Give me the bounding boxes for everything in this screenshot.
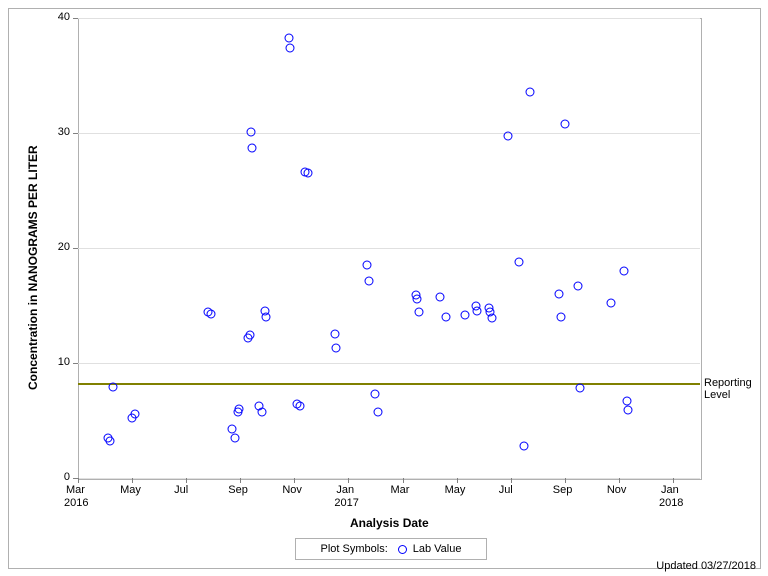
- x-tick: [186, 478, 187, 483]
- footnote: Updated 03/27/2018: [656, 560, 756, 572]
- x-tick-label-year: 2016: [64, 497, 88, 509]
- data-point: [234, 405, 243, 414]
- y-tick-label: 0: [64, 471, 70, 483]
- data-point: [487, 314, 496, 323]
- x-tick-label-year: 2018: [659, 497, 683, 509]
- y-tick-label: 10: [58, 356, 70, 368]
- data-point: [248, 143, 257, 152]
- data-point: [247, 127, 256, 136]
- x-tick-label: Sep: [553, 484, 573, 496]
- x-tick: [565, 478, 566, 483]
- data-point: [624, 406, 633, 415]
- legend-item-label: Lab Value: [413, 543, 462, 555]
- x-tick-label: Mar: [66, 484, 85, 496]
- x-tick: [457, 478, 458, 483]
- data-point: [295, 401, 304, 410]
- y-tick: [73, 133, 78, 134]
- x-tick-label-year: 2017: [334, 497, 358, 509]
- x-tick: [403, 478, 404, 483]
- gridline-h: [78, 478, 700, 479]
- data-point: [330, 330, 339, 339]
- data-point: [286, 43, 295, 52]
- data-point: [106, 437, 115, 446]
- data-point: [371, 390, 380, 399]
- data-point: [575, 384, 584, 393]
- x-tick-label: Jan: [336, 484, 354, 496]
- data-point: [525, 87, 534, 96]
- data-point: [230, 433, 239, 442]
- data-point: [555, 290, 564, 299]
- gridline-h: [78, 133, 700, 134]
- data-point: [460, 310, 469, 319]
- y-axis-title: Concentration in NANOGRAMS PER LITER: [26, 145, 40, 390]
- data-point: [363, 261, 372, 270]
- x-tick-label: Mar: [391, 484, 410, 496]
- chart-container: 010203040Mar2016MayJulSepNovJan2017MarMa…: [0, 0, 768, 576]
- y-tick: [73, 18, 78, 19]
- y-tick: [73, 248, 78, 249]
- data-point: [364, 277, 373, 286]
- data-point: [414, 308, 423, 317]
- x-tick: [673, 478, 674, 483]
- y-tick-label: 30: [58, 126, 70, 138]
- gridline-h: [78, 248, 700, 249]
- legend-marker-icon: [398, 545, 407, 554]
- data-point: [574, 281, 583, 290]
- data-point: [606, 299, 615, 308]
- data-point: [556, 313, 565, 322]
- y-tick-label: 40: [58, 11, 70, 23]
- data-point: [332, 344, 341, 353]
- legend-title: Plot Symbols:: [321, 543, 388, 555]
- x-tick: [511, 478, 512, 483]
- x-tick-label: May: [445, 484, 466, 496]
- data-point: [130, 409, 139, 418]
- data-point: [374, 408, 383, 417]
- x-tick: [132, 478, 133, 483]
- data-point: [514, 257, 523, 266]
- y-tick-label: 20: [58, 241, 70, 253]
- data-point: [228, 424, 237, 433]
- data-point: [257, 408, 266, 417]
- data-point: [303, 169, 312, 178]
- data-point: [622, 396, 631, 405]
- data-point: [436, 293, 445, 302]
- data-point: [245, 331, 254, 340]
- data-point: [620, 267, 629, 276]
- gridline-h: [78, 363, 700, 364]
- x-tick-label: Sep: [228, 484, 248, 496]
- x-tick: [294, 478, 295, 483]
- x-axis-title: Analysis Date: [350, 516, 429, 530]
- reporting-level-label: Reporting Level: [704, 377, 768, 401]
- x-tick-label: Jul: [174, 484, 188, 496]
- x-tick: [240, 478, 241, 483]
- data-point: [284, 33, 293, 42]
- x-tick: [348, 478, 349, 483]
- data-point: [261, 313, 270, 322]
- x-tick-label: May: [120, 484, 141, 496]
- x-tick-label: Jul: [499, 484, 513, 496]
- data-point: [413, 294, 422, 303]
- data-point: [503, 132, 512, 141]
- y-tick: [73, 363, 78, 364]
- data-point: [520, 441, 529, 450]
- x-tick: [619, 478, 620, 483]
- gridline-h: [78, 18, 700, 19]
- x-tick-label: Jan: [661, 484, 679, 496]
- data-point: [560, 119, 569, 128]
- data-point: [109, 383, 118, 392]
- x-tick-label: Nov: [607, 484, 627, 496]
- data-point: [441, 313, 450, 322]
- legend: Plot Symbols: Lab Value: [295, 538, 487, 560]
- x-tick: [78, 478, 79, 483]
- reporting-level-line: [78, 383, 700, 385]
- data-point: [472, 307, 481, 316]
- x-tick-label: Nov: [282, 484, 302, 496]
- data-point: [206, 309, 215, 318]
- plot-wall: [78, 18, 702, 480]
